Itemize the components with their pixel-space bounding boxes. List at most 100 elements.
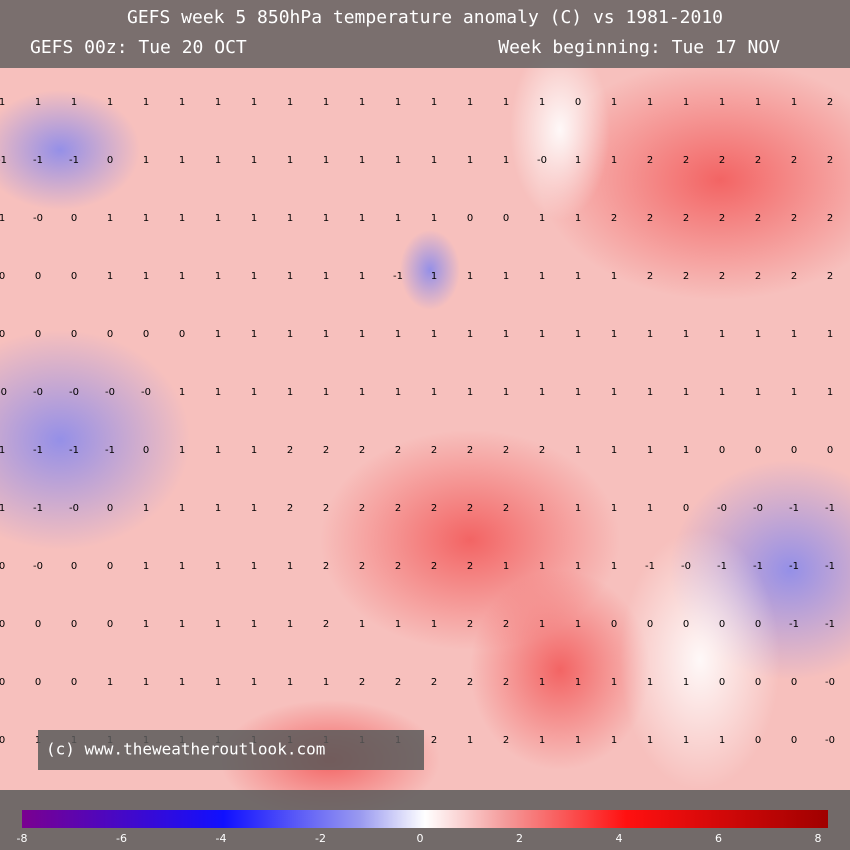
grid-value: 2 [755, 213, 761, 224]
grid-value: 1 [359, 97, 365, 108]
grid-value: 1 [215, 503, 221, 514]
grid-value: 1 [683, 445, 689, 456]
grid-value: 1 [647, 735, 653, 746]
grid-value: 1 [179, 271, 185, 282]
grid-value: 1 [467, 329, 473, 340]
grid-value: 1 [287, 619, 293, 630]
watermark: (c) www.theweatheroutlook.com [46, 740, 325, 759]
grid-value: -1 [789, 503, 799, 514]
grid-value: 1 [287, 155, 293, 166]
grid-value: 1 [431, 619, 437, 630]
grid-value: -1 [393, 271, 403, 282]
warm-area [540, 60, 850, 300]
grid-value: 2 [395, 445, 401, 456]
grid-value: 1 [539, 619, 545, 630]
grid-value: -0 [825, 735, 835, 746]
grid-value: 2 [503, 445, 509, 456]
grid-value: 1 [611, 387, 617, 398]
grid-value: 1 [791, 329, 797, 340]
grid-value: 1 [215, 677, 221, 688]
grid-value: 0 [107, 155, 113, 166]
grid-value: 1 [719, 387, 725, 398]
grid-value: 1 [323, 213, 329, 224]
grid-value: -1 [645, 561, 655, 572]
grid-value: 1 [323, 387, 329, 398]
grid-value: 1 [683, 387, 689, 398]
colorbar-ticks: -8 -6 -4 -2 0 2 4 6 8 [17, 832, 822, 845]
grid-value: -1 [33, 445, 43, 456]
grid-value: 1 [323, 155, 329, 166]
grid-value: 1 [359, 619, 365, 630]
grid-value: 0 [791, 677, 797, 688]
grid-value: 1 [539, 213, 545, 224]
grid-value: 0 [791, 445, 797, 456]
grid-value: 1 [323, 271, 329, 282]
grid-value: 1 [539, 735, 545, 746]
grid-value: 1 [251, 677, 257, 688]
grid-value: 1 [467, 97, 473, 108]
grid-value: 2 [719, 271, 725, 282]
grid-value: 0 [71, 329, 77, 340]
grid-value: 1 [431, 271, 437, 282]
grid-value: 0 [107, 561, 113, 572]
grid-value: 0 [755, 677, 761, 688]
colorbar-tick-label: 2 [516, 832, 523, 845]
grid-value: 1 [683, 97, 689, 108]
grid-value: 2 [827, 271, 833, 282]
grid-value: 1 [395, 329, 401, 340]
colorbar-tick-label: 8 [815, 832, 822, 845]
grid-value: 1 [611, 155, 617, 166]
grid-value: 2 [287, 445, 293, 456]
grid-value: 2 [395, 561, 401, 572]
grid-value: 2 [827, 213, 833, 224]
grid-value: 2 [791, 213, 797, 224]
run-label: GEFS 00z: Tue 20 OCT [30, 37, 247, 58]
grid-value: 1 [107, 97, 113, 108]
colorbar [22, 810, 828, 828]
grid-value: 1 [575, 677, 581, 688]
grid-value: 1 [539, 271, 545, 282]
grid-value: 2 [683, 271, 689, 282]
grid-value: 2 [611, 213, 617, 224]
grid-value: 2 [323, 445, 329, 456]
grid-value: 0 [71, 271, 77, 282]
grid-value: 1 [251, 155, 257, 166]
week-label: Week beginning: Tue 17 NOV [498, 37, 780, 58]
grid-value: 1 [431, 155, 437, 166]
grid-value: -0 [537, 155, 547, 166]
grid-value: 0 [35, 677, 41, 688]
grid-value: 0 [143, 445, 149, 456]
grid-value: -0 [105, 387, 115, 398]
grid-value: 1 [431, 329, 437, 340]
grid-value: 2 [647, 213, 653, 224]
grid-value: 1 [575, 503, 581, 514]
grid-value: 2 [467, 503, 473, 514]
grid-value: -0 [141, 387, 151, 398]
grid-value: 1 [323, 677, 329, 688]
grid-value: 0 [107, 503, 113, 514]
grid-value: 1 [719, 329, 725, 340]
grid-value: 2 [431, 445, 437, 456]
grid-value: 1 [0, 503, 5, 514]
grid-value: 2 [323, 619, 329, 630]
grid-value: 1 [71, 97, 77, 108]
grid-value: 1 [251, 97, 257, 108]
grid-value: 2 [719, 213, 725, 224]
cool-area [0, 90, 140, 210]
grid-value: 1 [683, 677, 689, 688]
grid-value: 2 [755, 155, 761, 166]
grid-value: 1 [143, 97, 149, 108]
grid-value: 1 [431, 213, 437, 224]
grid-value: 2 [503, 619, 509, 630]
grid-value: 1 [575, 561, 581, 572]
grid-value: 1 [467, 735, 473, 746]
grid-value: 0 [107, 619, 113, 630]
grid-value: 1 [0, 445, 5, 456]
grid-value: 0 [143, 329, 149, 340]
grid-value: 2 [467, 445, 473, 456]
grid-value: 1 [827, 387, 833, 398]
grid-value: 2 [431, 503, 437, 514]
grid-value: 1 [179, 677, 185, 688]
grid-value: 2 [683, 155, 689, 166]
